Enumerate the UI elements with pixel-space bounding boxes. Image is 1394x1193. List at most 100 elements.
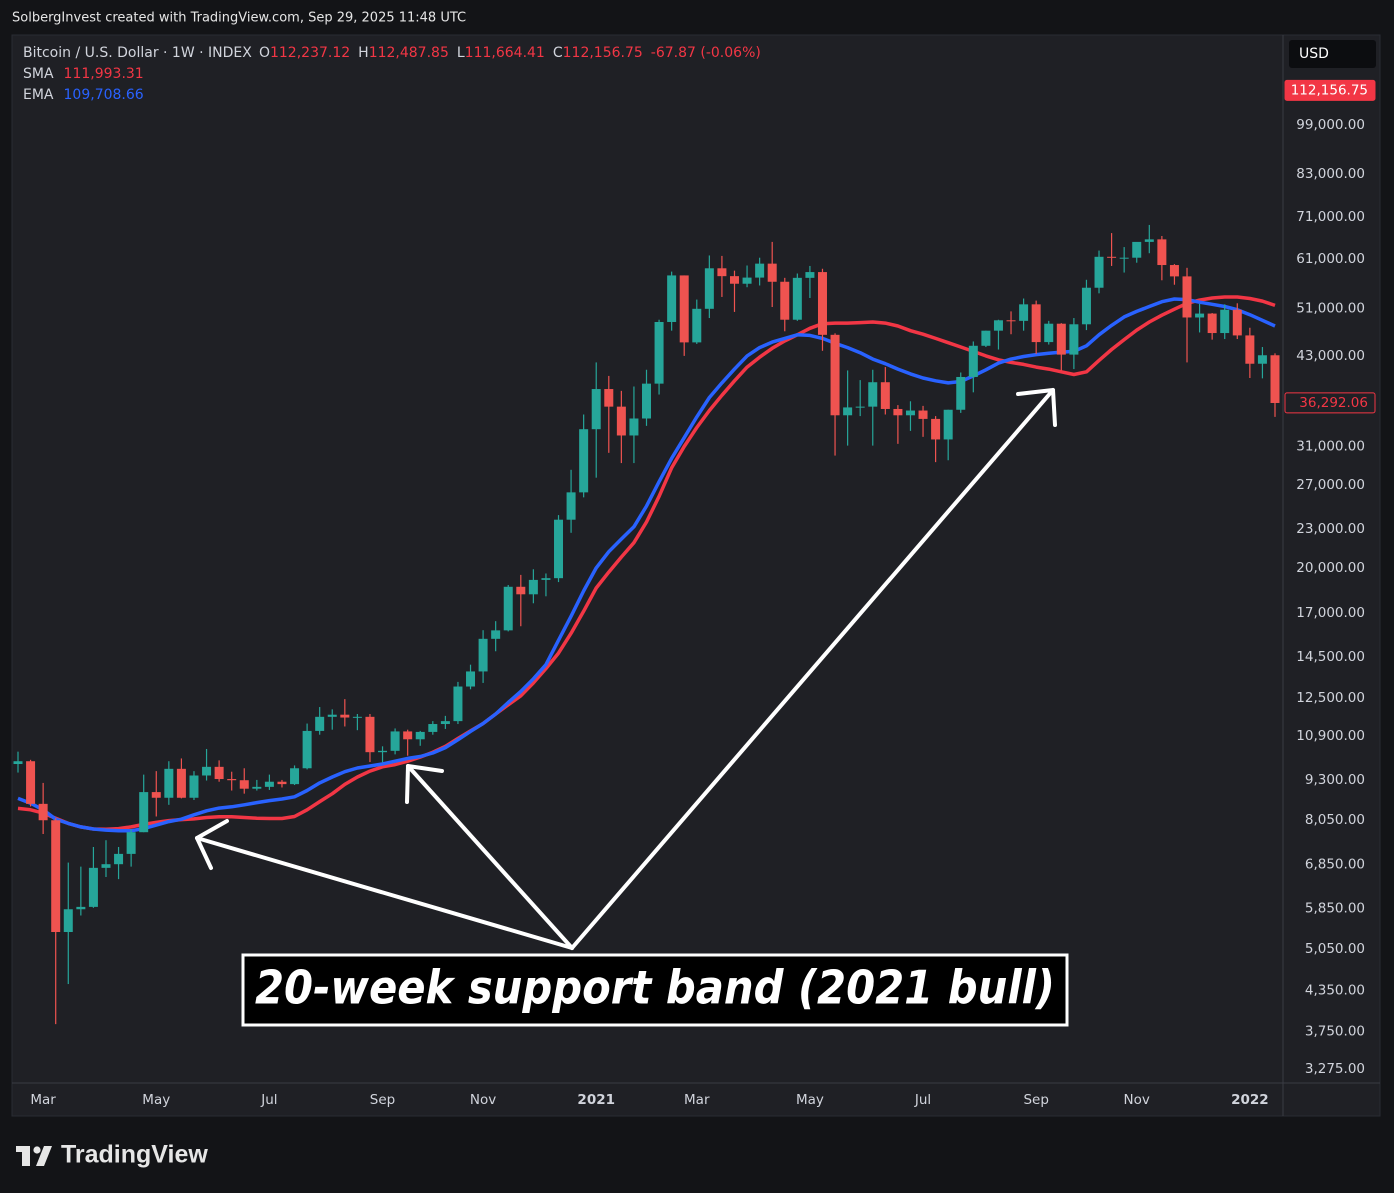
candle-body <box>931 418 941 440</box>
quote-key: L <box>457 45 465 61</box>
y-tick-label: 23,000.00 <box>1296 521 1365 537</box>
candle-body <box>1031 304 1041 343</box>
change: -67.87 (-0.06%) <box>651 45 761 61</box>
y-tick-label: 6,850.00 <box>1305 857 1365 873</box>
candle-body <box>114 853 124 865</box>
legend-value: 109,708.66 <box>64 87 144 103</box>
candle-body <box>679 275 689 343</box>
candle-body <box>340 714 350 718</box>
candle-body <box>742 277 752 284</box>
candle-body <box>1220 309 1230 334</box>
candle-body <box>817 272 827 335</box>
candle-body <box>566 492 576 520</box>
x-tick-label: Nov <box>470 1092 496 1108</box>
candle-body <box>830 334 840 416</box>
candle-body <box>1195 313 1205 318</box>
arrow-head <box>1016 388 1057 427</box>
candle-body <box>616 406 626 436</box>
candle-body <box>755 263 765 278</box>
candle-body <box>554 519 564 579</box>
x-tick-label: May <box>142 1092 170 1108</box>
logo-shape <box>22 1146 30 1166</box>
arrow <box>406 764 574 950</box>
candle-body <box>629 418 639 436</box>
candle-body <box>541 578 551 580</box>
candle-body <box>729 276 739 284</box>
quote-key: O <box>259 45 270 61</box>
candle-body <box>76 906 86 910</box>
x-tick-label: Mar <box>684 1092 710 1108</box>
candle-body <box>579 429 589 493</box>
legend-row: SMA 111,993.31 <box>23 66 144 82</box>
candle-body <box>252 786 262 789</box>
candle-body <box>315 716 325 731</box>
candle-body <box>1044 323 1054 343</box>
candle-body <box>1257 355 1267 364</box>
candle-body <box>767 263 777 282</box>
y-tick-label: 43,000.00 <box>1296 348 1365 364</box>
x-tick-label: 2021 <box>577 1092 615 1108</box>
candle-body <box>290 768 300 785</box>
price-tag <box>1284 392 1376 414</box>
y-tick-label: 99,000.00 <box>1296 117 1365 133</box>
x-tick-label: 2022 <box>1231 1092 1269 1108</box>
candle-body <box>868 382 878 407</box>
candle-body <box>1270 355 1280 403</box>
candle-body <box>1169 265 1179 277</box>
price-tag <box>1284 79 1376 101</box>
candle-body <box>943 409 953 440</box>
candle-body <box>403 731 413 740</box>
candle-body <box>164 768 174 798</box>
y-tick-label: 20,000.00 <box>1296 560 1365 576</box>
y-tick-label: 83,000.00 <box>1296 166 1365 182</box>
price-tag-label: 112,156.75 <box>1291 82 1368 98</box>
y-tick-label: 8,050.00 <box>1305 812 1365 828</box>
candle-body <box>38 803 48 821</box>
arrow-head <box>195 819 229 870</box>
candle-body <box>88 867 98 907</box>
logo-shape <box>36 1146 52 1166</box>
arrow <box>570 388 1055 950</box>
y-tick-label: 27,000.00 <box>1296 477 1365 493</box>
currency-box <box>1289 40 1376 68</box>
brand: TradingView <box>61 1141 208 1169</box>
quote-value: 111,664.41 <box>465 45 545 61</box>
y-tick-label: 14,500.00 <box>1296 649 1365 665</box>
candle-body <box>604 389 614 407</box>
legend-value: 111,993.31 <box>64 66 144 82</box>
candle-body <box>1182 276 1192 318</box>
quote-value: 112,156.75 <box>563 45 643 61</box>
candle-body <box>491 630 501 639</box>
candle-body <box>805 272 815 278</box>
candle-body <box>214 766 224 780</box>
candle-body <box>1157 239 1167 266</box>
credit: SolbergInvest created with TradingView.c… <box>12 11 466 26</box>
candle-body <box>1019 304 1029 321</box>
y-tick-label: 5,050.00 <box>1305 941 1365 957</box>
candle-body <box>264 781 274 787</box>
moving-average-line <box>17 295 1276 832</box>
candle-body <box>704 268 714 309</box>
y-tick-label: 3,750.00 <box>1305 1023 1365 1039</box>
candle-body <box>277 781 287 785</box>
x-tick-label: Mar <box>30 1092 56 1108</box>
candle-body <box>1232 309 1242 336</box>
quote-value: 112,487.85 <box>369 45 449 61</box>
candle-body <box>516 586 526 595</box>
candle-body <box>1132 241 1142 258</box>
candle-body <box>717 268 727 277</box>
candle-body <box>1144 239 1154 242</box>
x-tick-label: May <box>796 1092 824 1108</box>
legend-title-row: Bitcoin / U.S. Dollar · 1W · INDEX O112,2… <box>23 45 761 61</box>
y-tick-label: 12,500.00 <box>1296 690 1365 706</box>
candle-body <box>880 382 890 409</box>
candle-body <box>503 586 513 631</box>
candle-body <box>26 761 36 804</box>
candle-body <box>189 775 199 798</box>
candle-body <box>227 779 237 781</box>
quote-value: 112,237.12 <box>270 45 350 61</box>
brand-logo <box>16 1146 52 1166</box>
annotation: 20-week support band (2021 bull) <box>255 961 1055 1015</box>
candle-body <box>478 638 488 672</box>
candle-body <box>642 383 651 419</box>
